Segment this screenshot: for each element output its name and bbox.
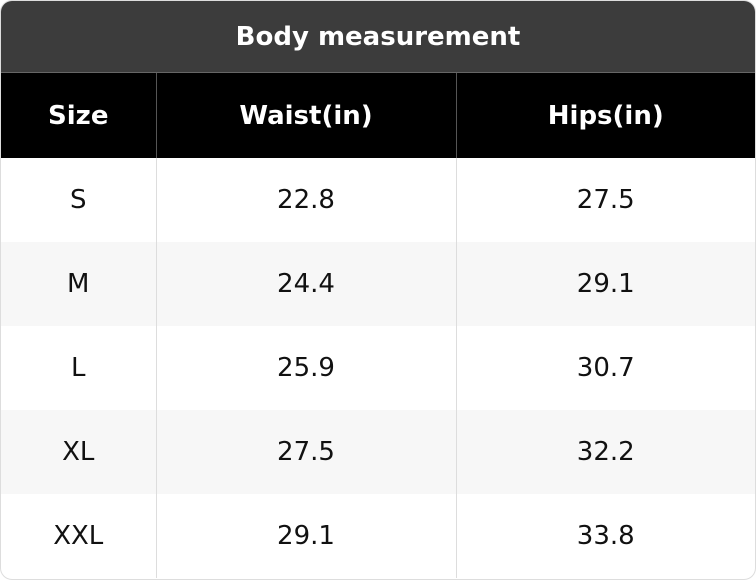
table-cell: XXL xyxy=(1,494,157,578)
table-cell: 30.7 xyxy=(576,353,635,383)
table-cell: 25.9 xyxy=(156,326,457,410)
table-cell: L xyxy=(1,326,157,410)
table: Size Waist(in) Hips(in) S 22.8 27.5 M 24.4 29.1… xyxy=(1,73,755,578)
table-cell: S xyxy=(1,158,157,242)
table-row: S 22.8 27.5 xyxy=(1,158,755,242)
table-title: Body measurement xyxy=(1,1,755,73)
table-row: L 25.9 30.7 xyxy=(1,326,755,410)
table-cell: 33.8 xyxy=(576,521,635,551)
table-cell: 24.4 xyxy=(156,242,457,326)
table-cell: 27.5 xyxy=(576,185,635,215)
table-row: XL 27.5 32.2 xyxy=(1,410,755,494)
table-body: S 22.8 27.5 M 24.4 29.1 L 25.9 30.7 XL 27.5 32.2 XXL… xyxy=(1,158,755,578)
table-cell: 29.1 xyxy=(156,494,457,578)
table-row: M 24.4 29.1 xyxy=(1,242,755,326)
header-cell: Waist(in) xyxy=(156,73,457,158)
table-cell: 27.5 xyxy=(156,410,457,494)
header-cell: Size xyxy=(1,73,157,158)
table-cell: M xyxy=(1,242,157,326)
header-cell: Hips(in) xyxy=(456,73,755,158)
table-cell: 22.8 xyxy=(156,158,457,242)
table-row: XXL 29.1 33.8 xyxy=(1,494,755,578)
table-cell: XL xyxy=(1,410,157,494)
table-cell: 32.2 xyxy=(456,410,755,494)
table-cell: 29.1 xyxy=(456,242,755,326)
header-row: Size Waist(in) Hips(in) xyxy=(1,73,755,158)
